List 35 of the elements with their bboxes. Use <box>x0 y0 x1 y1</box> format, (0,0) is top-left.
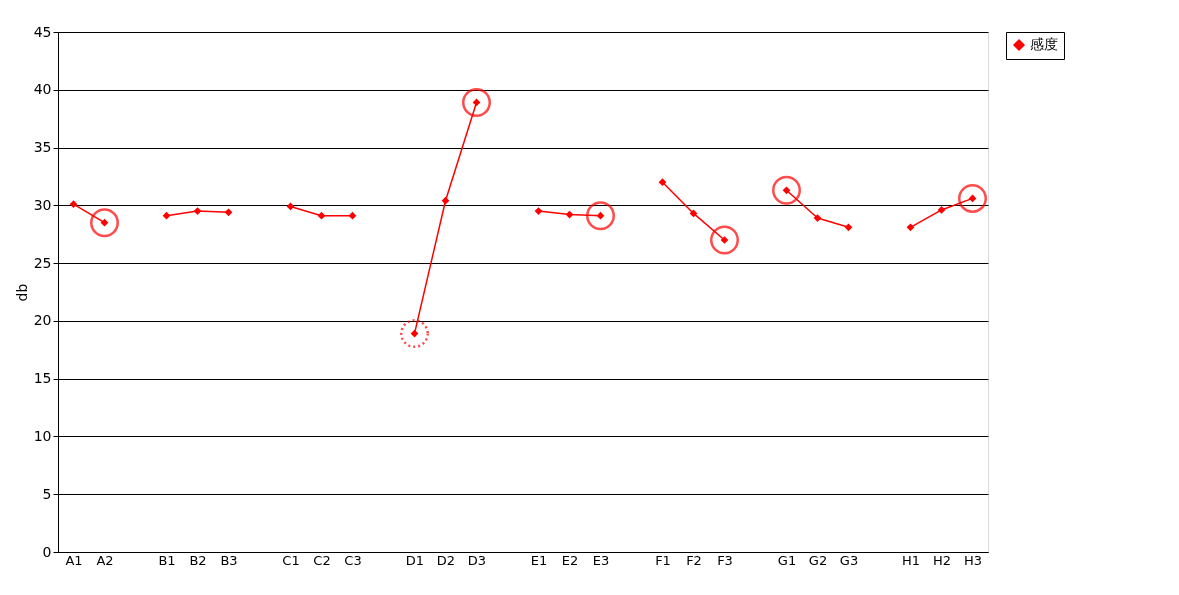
x-tick-label: E2 <box>561 552 579 568</box>
x-tick-label: G3 <box>839 552 859 568</box>
x-tick-label: A2 <box>96 552 114 568</box>
x-tick-label: B1 <box>158 552 176 568</box>
x-tick-label: F2 <box>686 552 702 568</box>
y-tick-label: 40 <box>33 81 52 98</box>
y-tick-label: 25 <box>33 254 52 271</box>
y-tick-label: 10 <box>33 427 52 444</box>
y-tick-label: 45 <box>33 23 52 40</box>
y-tick-label: 35 <box>33 139 52 156</box>
y-tick-label: 15 <box>33 370 52 387</box>
y-axis-title: db <box>13 283 30 302</box>
x-tick-label: H1 <box>901 552 921 568</box>
x-tick-label: A1 <box>65 552 83 568</box>
x-tick-label: B3 <box>220 552 238 568</box>
x-tick-label: H3 <box>963 552 983 568</box>
x-tick-label: C2 <box>313 552 331 568</box>
x-tick-label: F1 <box>655 552 671 568</box>
x-tick-label: E3 <box>592 552 610 568</box>
x-tick-label: G1 <box>777 552 797 568</box>
x-tick-label: E1 <box>530 552 548 568</box>
x-tick-label: H2 <box>932 552 952 568</box>
y-tick-label: 20 <box>33 312 52 329</box>
y-tick-label: 0 <box>42 543 52 560</box>
x-tick-label: D2 <box>436 552 456 568</box>
x-tick-label: C3 <box>344 552 362 568</box>
x-tick-label: B2 <box>189 552 207 568</box>
x-tick-label: C1 <box>282 552 300 568</box>
x-tick-label: F3 <box>717 552 733 568</box>
legend-label: 感度 <box>1030 36 1058 52</box>
x-tick-label: G2 <box>808 552 828 568</box>
x-tick-label: D1 <box>405 552 425 568</box>
x-tick-label: D3 <box>467 552 487 568</box>
y-tick-label: 5 <box>42 485 52 502</box>
y-tick-label: 30 <box>33 196 52 213</box>
